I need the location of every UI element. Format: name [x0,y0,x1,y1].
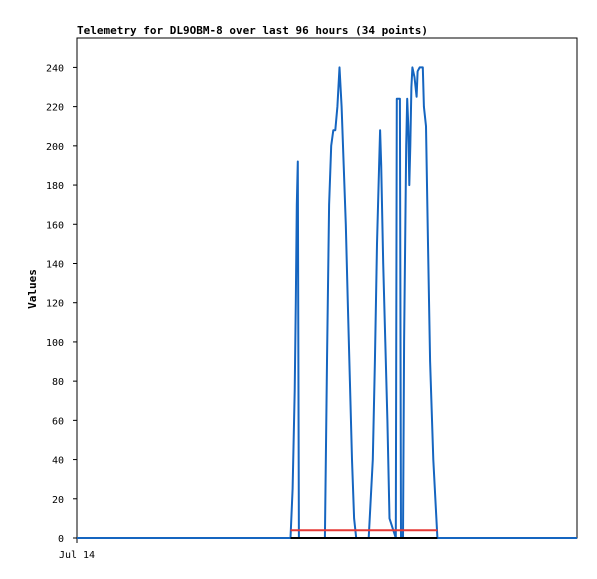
y-tick-label: 180 [46,181,64,192]
y-tick-label: 200 [46,142,64,153]
y-tick-label: 140 [46,259,64,270]
y-axis-label: Values [26,269,39,309]
y-tick-label: 0 [58,534,64,545]
y-tick-label: 40 [52,456,64,467]
chart-title: Telemetry for DL9OBM-8 over last 96 hour… [77,24,428,37]
y-tick-label: 240 [46,63,64,74]
x-tick-label: Jul 14 [59,550,95,561]
series-line-0 [77,66,577,539]
y-tick-label: 80 [52,377,64,388]
y-axis-ticks: 0 20 40 60 80 100 120 140 160 180 200 220 240 [46,63,77,545]
y-tick-label: 160 [46,220,64,231]
y-tick-label: 60 [52,416,64,427]
y-tick-label: 120 [46,299,64,310]
y-tick-label: 220 [46,103,64,114]
series-layer [77,66,577,539]
x-axis-ticks: Jul 14 [59,538,95,561]
y-tick-label: 20 [52,495,64,506]
y-tick-label: 100 [46,338,64,349]
